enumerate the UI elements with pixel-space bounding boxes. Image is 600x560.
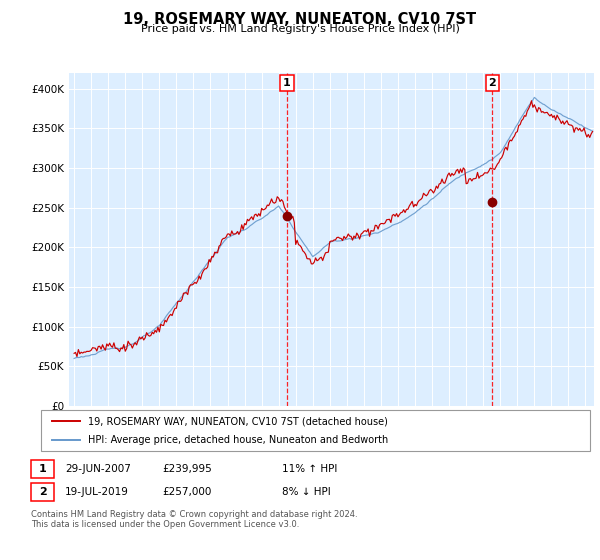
Text: £257,000: £257,000 (162, 487, 211, 497)
Text: Contains HM Land Registry data © Crown copyright and database right 2024.
This d: Contains HM Land Registry data © Crown c… (31, 510, 358, 529)
Text: 29-JUN-2007: 29-JUN-2007 (65, 464, 131, 474)
Text: Price paid vs. HM Land Registry's House Price Index (HPI): Price paid vs. HM Land Registry's House … (140, 24, 460, 34)
Text: £239,995: £239,995 (162, 464, 212, 474)
Text: 19, ROSEMARY WAY, NUNEATON, CV10 7ST: 19, ROSEMARY WAY, NUNEATON, CV10 7ST (124, 12, 476, 27)
Text: 2: 2 (488, 78, 496, 88)
Text: 8% ↓ HPI: 8% ↓ HPI (282, 487, 331, 497)
Text: 2: 2 (39, 487, 46, 497)
Text: 1: 1 (283, 78, 291, 88)
Text: 11% ↑ HPI: 11% ↑ HPI (282, 464, 337, 474)
Text: HPI: Average price, detached house, Nuneaton and Bedworth: HPI: Average price, detached house, Nune… (88, 435, 388, 445)
Text: 1: 1 (39, 464, 46, 474)
Text: 19, ROSEMARY WAY, NUNEATON, CV10 7ST (detached house): 19, ROSEMARY WAY, NUNEATON, CV10 7ST (de… (88, 417, 388, 426)
Text: 19-JUL-2019: 19-JUL-2019 (65, 487, 128, 497)
